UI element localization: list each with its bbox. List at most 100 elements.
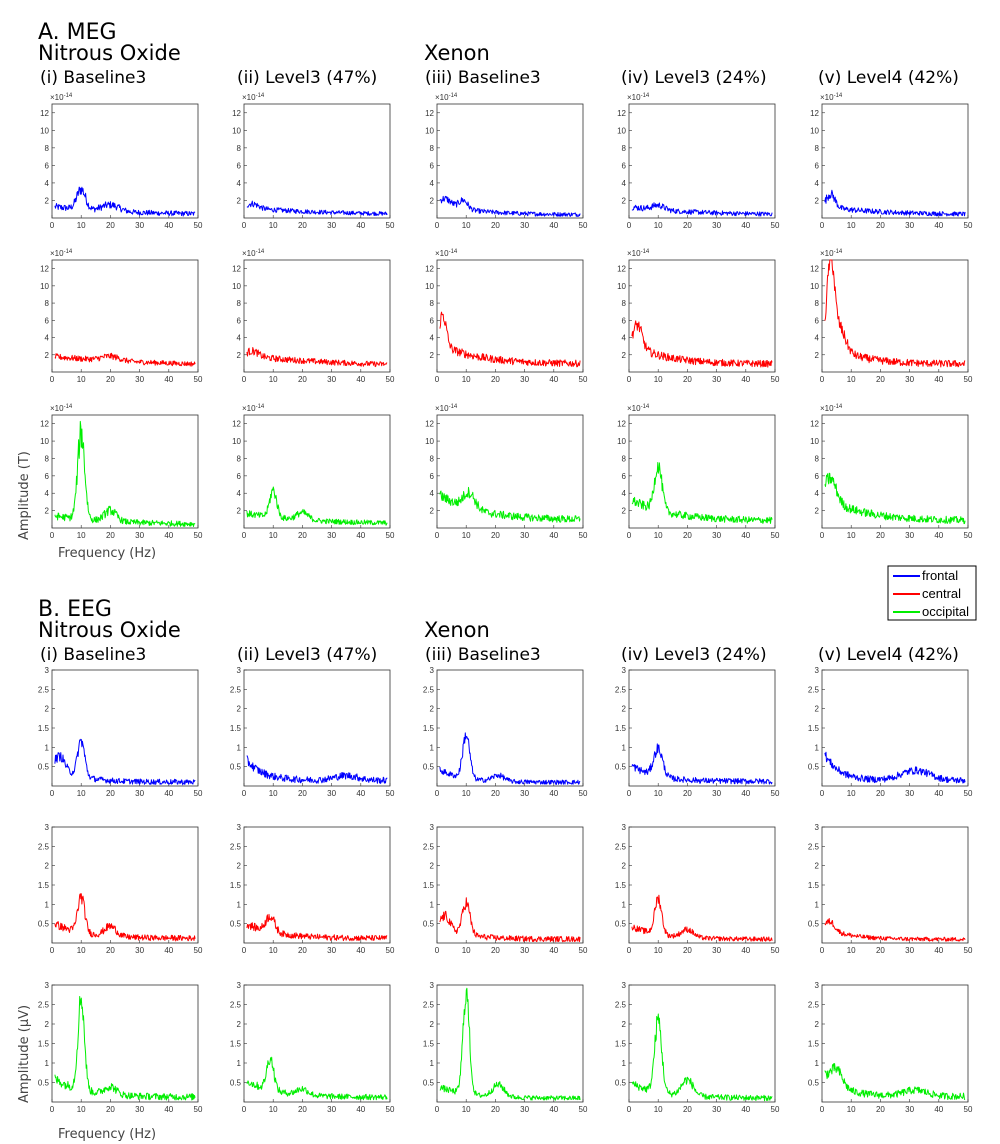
y-tick-label: 2 [430, 862, 435, 871]
y-tick-label: 1 [815, 743, 820, 752]
x-tick-label: 30 [520, 375, 529, 384]
y-tick-label: 1.5 [615, 881, 627, 890]
x-tick-label: 0 [820, 221, 825, 230]
y-tick-label: 6 [430, 472, 435, 481]
y-tick-label: 3 [622, 666, 627, 675]
y-tick-label: 6 [622, 472, 627, 481]
x-tick-label: 50 [194, 789, 203, 798]
x-tick-label: 30 [520, 531, 529, 540]
series-line-central [439, 897, 581, 943]
y-tick-label: 2.5 [38, 842, 50, 851]
y-tick-label: 6 [430, 316, 435, 325]
axes-box [243, 984, 391, 1103]
panel-eeg-r3-c1: 0 10 20 30 40 50 0.5 1 1.5 2 2.5 3 [38, 981, 203, 1114]
y-tick-label: 1 [237, 743, 242, 752]
x-tick-label: 50 [964, 1105, 973, 1114]
x-tick-label: 30 [135, 221, 144, 230]
x-tick-label: 20 [298, 531, 307, 540]
y-tick-label: 6 [815, 316, 820, 325]
panel-eeg-r1-c1: 0 10 20 30 40 50 0.5 1 1.5 2 2.5 3 [38, 666, 203, 798]
panel-meg-r2-c3: 0 10 20 30 40 50 2 4 6 8 10 12×10-14 [425, 249, 588, 384]
x-tick-label: 30 [712, 375, 721, 384]
y-tick-label: 2.5 [38, 685, 50, 694]
y-tick-label: 2.5 [423, 685, 435, 694]
x-tick-label: 40 [164, 946, 173, 955]
panel-meg-r3-c5: 0 10 20 30 40 50 2 4 6 8 10 12×10-14 [810, 404, 973, 540]
x-tick-label: 30 [712, 946, 721, 955]
series-line-occipital [246, 1056, 388, 1101]
series-line-central [631, 320, 773, 368]
axes-box [51, 414, 199, 529]
x-tick-label: 50 [194, 1105, 203, 1114]
y-tick-label: 3 [622, 981, 627, 990]
x-tick-label: 10 [462, 221, 471, 230]
x-tick-label: 40 [934, 946, 943, 955]
panel-eeg-r3-c2: 0 10 20 30 40 50 0.5 1 1.5 2 2.5 3 [230, 981, 395, 1114]
axes-box [51, 984, 199, 1103]
panel-meg-r1-c5: 0 10 20 30 40 50 2 4 6 8 10 12×10-14 [810, 93, 973, 230]
series-line-frontal [631, 202, 773, 217]
y-tick-label: 0.5 [230, 920, 242, 929]
x-tick-label: 10 [77, 531, 86, 540]
axes-box [243, 259, 391, 373]
x-tick-label: 50 [386, 789, 395, 798]
x-tick-label: 50 [386, 531, 395, 540]
y-tick-label: 10 [810, 126, 819, 135]
y-tick-label: 8 [622, 454, 627, 463]
y-exponent-label: ×10-14 [627, 249, 650, 258]
y-tick-label: 2 [45, 196, 50, 205]
axes-box [436, 984, 584, 1103]
y-tick-label: 3 [45, 666, 50, 675]
y-tick-label: 1 [815, 1059, 820, 1068]
x-tick-label: 20 [491, 531, 500, 540]
x-tick-label: 10 [77, 375, 86, 384]
x-tick-label: 20 [491, 1105, 500, 1114]
x-tick-label: 40 [741, 789, 750, 798]
x-tick-label: 50 [771, 531, 780, 540]
x-tick-label: 40 [741, 1105, 750, 1114]
y-tick-label: 2 [45, 1020, 50, 1029]
y-tick-label: 2.5 [423, 842, 435, 851]
y-tick-label: 1 [430, 1059, 435, 1068]
y-tick-label: 3 [815, 823, 820, 832]
x-tick-label: 50 [579, 375, 588, 384]
y-tick-label: 3 [430, 823, 435, 832]
axes-box [243, 103, 391, 219]
x-tick-label: 20 [106, 375, 115, 384]
x-tick-label: 40 [741, 221, 750, 230]
x-tick-label: 50 [194, 221, 203, 230]
y-tick-label: 2.5 [808, 842, 820, 851]
x-tick-label: 10 [269, 531, 278, 540]
x-tick-label: 40 [356, 531, 365, 540]
y-tick-label: 4 [815, 489, 820, 498]
x-tick-label: 20 [298, 221, 307, 230]
y-exponent-label: ×10-14 [242, 249, 265, 258]
y-tick-label: 12 [810, 109, 819, 118]
y-tick-label: 0.5 [615, 920, 627, 929]
x-tick-label: 20 [298, 1105, 307, 1114]
y-tick-label: 4 [237, 489, 242, 498]
series-line-occipital [631, 462, 773, 524]
y-tick-label: 6 [622, 161, 627, 170]
x-tick-label: 0 [50, 789, 55, 798]
y-tick-label: 8 [430, 299, 435, 308]
panel-meg-r2-c5: 0 10 20 30 40 50 2 4 6 8 10 12×10-14 [810, 249, 973, 384]
y-tick-label: 1.5 [808, 1040, 820, 1049]
x-tick-label: 10 [462, 946, 471, 955]
panel-meg-r1-c1: 0 10 20 30 40 50 2 4 6 8 10 12×10-14 [40, 93, 203, 230]
y-tick-label: 1.5 [808, 724, 820, 733]
panel-meg-r1-c3: 0 10 20 30 40 50 2 4 6 8 10 12×10-14 [425, 93, 588, 230]
x-tick-label: 20 [876, 946, 885, 955]
y-tick-label: 2 [430, 507, 435, 516]
y-tick-label: 10 [425, 126, 434, 135]
x-tick-label: 20 [298, 375, 307, 384]
y-tick-label: 1 [430, 743, 435, 752]
x-tick-label: 30 [327, 1105, 336, 1114]
x-tick-label: 40 [549, 375, 558, 384]
series-line-central [439, 311, 581, 368]
panel-meg-r3-c1: 0 10 20 30 40 50 2 4 6 8 10 12×10-14 [40, 404, 203, 540]
y-tick-label: 4 [237, 334, 242, 343]
x-tick-label: 10 [654, 221, 663, 230]
x-tick-label: 50 [194, 531, 203, 540]
y-tick-label: 1 [622, 1059, 627, 1068]
